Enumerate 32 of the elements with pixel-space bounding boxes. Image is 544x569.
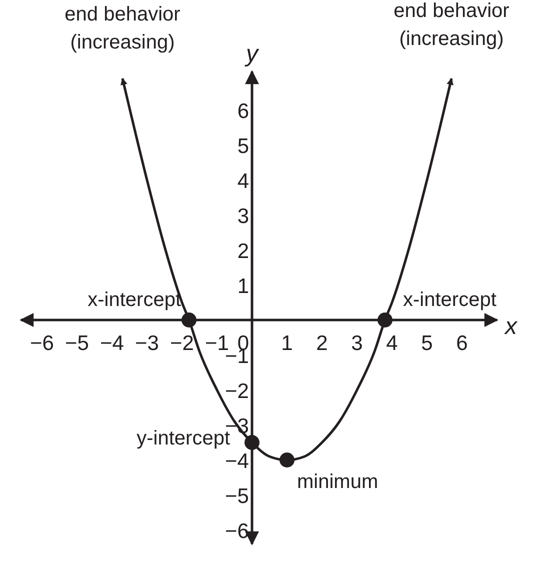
point: [182, 312, 196, 328]
y-tick-label: 4: [237, 170, 250, 193]
y-tick-label: −4: [225, 450, 250, 473]
y-tick-label: −2: [225, 380, 249, 403]
y-tick-label: 2: [237, 240, 249, 263]
annotation: minimum: [297, 471, 378, 493]
x-tick-label: 5: [421, 332, 433, 355]
x-tick-label: −5: [65, 332, 89, 355]
annotation: x-intercept: [88, 289, 182, 311]
x-tick-label: −3: [135, 332, 159, 355]
x-tick-label: 4: [386, 332, 398, 355]
annotation: end behavior (increasing): [394, 0, 510, 50]
y-tick-label: 3: [237, 205, 249, 228]
y-tick-label: 6: [237, 100, 249, 123]
x-tick-label: −6: [30, 332, 54, 355]
x-tick-label: 3: [351, 332, 363, 355]
y-axis-title: y: [244, 40, 260, 68]
y-tick-label: −5: [225, 485, 249, 508]
x-axis-title: x: [504, 313, 518, 340]
x-tick-label: −4: [100, 332, 124, 355]
point: [378, 312, 392, 328]
point: [244, 435, 260, 450]
x-tick-label: 2: [316, 332, 328, 355]
annotation: end behavior (increasing): [64, 4, 181, 54]
x-tick-label: −1: [205, 332, 229, 355]
point: [280, 452, 294, 468]
x-tick-label: 1: [281, 332, 293, 355]
y-tick-label: 1: [237, 275, 249, 298]
x-tick-label: 6: [456, 332, 468, 355]
y-tick-label: 5: [237, 135, 249, 158]
annotation: x-intercept: [403, 289, 497, 311]
x-tick-label: −2: [170, 332, 194, 355]
